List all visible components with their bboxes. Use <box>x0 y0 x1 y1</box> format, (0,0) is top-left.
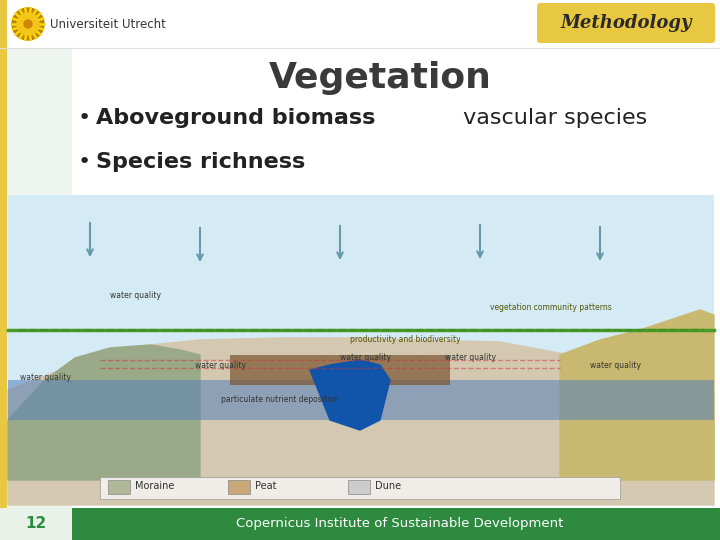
Text: •: • <box>78 152 91 172</box>
Text: vegetation community patterns: vegetation community patterns <box>490 302 612 312</box>
Text: Universiteit Utrecht: Universiteit Utrecht <box>50 17 166 30</box>
Text: Moraine: Moraine <box>135 481 174 491</box>
Text: Copernicus Institute of Sustainable Development: Copernicus Institute of Sustainable Deve… <box>236 517 564 530</box>
Circle shape <box>17 13 39 35</box>
Text: 12: 12 <box>25 516 47 531</box>
Text: Dune: Dune <box>375 481 401 491</box>
Text: •: • <box>78 108 91 128</box>
Text: water quality: water quality <box>340 354 391 362</box>
FancyBboxPatch shape <box>537 3 715 43</box>
Text: water quality: water quality <box>195 361 246 369</box>
Bar <box>0 0 7 540</box>
Text: water quality: water quality <box>590 361 641 369</box>
Polygon shape <box>310 360 390 430</box>
Text: Methodology: Methodology <box>560 14 692 32</box>
Bar <box>230 355 450 385</box>
Text: Vegetation: Vegetation <box>269 61 492 95</box>
Bar <box>0 0 72 540</box>
Text: particulate nutrient deposition: particulate nutrient deposition <box>221 395 339 404</box>
Bar <box>72 508 720 540</box>
Bar <box>108 480 130 494</box>
Bar <box>0 508 72 540</box>
Text: Aboveground biomass: Aboveground biomass <box>96 108 375 128</box>
Text: Peat: Peat <box>255 481 276 491</box>
Text: water quality: water quality <box>110 291 161 300</box>
Polygon shape <box>560 310 714 480</box>
Bar <box>348 480 370 494</box>
Text: Species richness: Species richness <box>96 152 305 172</box>
Polygon shape <box>8 338 714 505</box>
Text: vascular species: vascular species <box>456 108 648 128</box>
Circle shape <box>24 20 32 28</box>
Bar <box>100 477 620 499</box>
Text: water quality: water quality <box>20 374 71 382</box>
Bar <box>0 0 720 48</box>
Bar <box>8 195 714 505</box>
Text: productivity and biodiversity: productivity and biodiversity <box>350 335 461 345</box>
Text: water quality: water quality <box>445 354 496 362</box>
Bar <box>8 380 714 420</box>
Polygon shape <box>8 345 200 480</box>
Bar <box>228 480 250 494</box>
Circle shape <box>12 8 44 40</box>
